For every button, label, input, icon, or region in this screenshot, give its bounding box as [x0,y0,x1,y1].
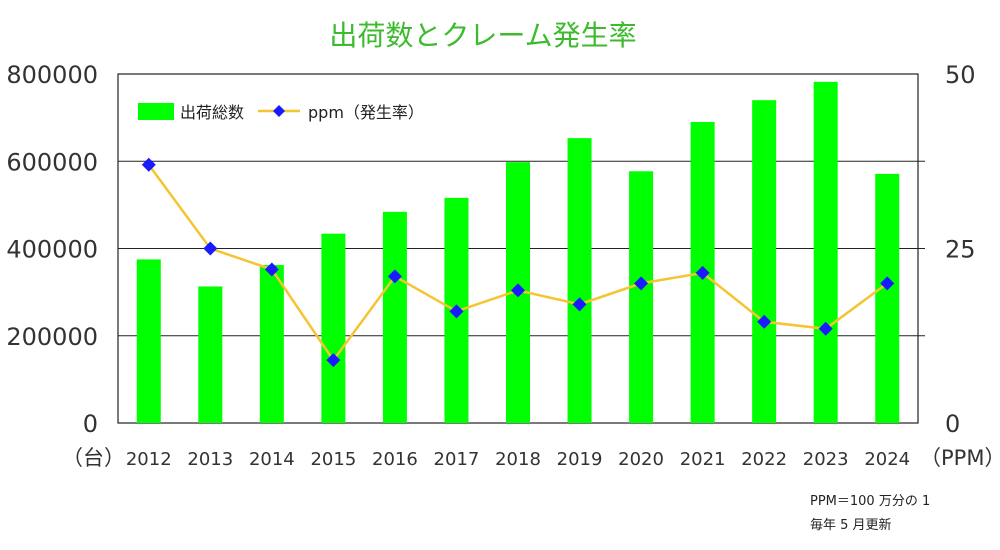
legend-bar-swatch [138,102,174,120]
left-tick-label: 0 [83,410,98,438]
legend: 出荷総数 ppm（発生率） [138,97,438,125]
ppm-point [326,353,341,368]
bar [567,138,592,423]
x-tick-label: 2021 [680,449,726,470]
legend-line-swatch [258,105,301,117]
left-tick-label: 600000 [6,148,98,176]
ppm-point [634,276,649,291]
x-tick-label: 2017 [434,449,480,470]
bar [875,173,900,423]
bar [813,81,838,423]
x-tick-label: 2012 [126,449,172,470]
update-note: 毎年 5 月更新 [810,518,892,533]
ppm-point [387,269,402,284]
bar [321,233,346,423]
left-tick-label: 800000 [6,61,98,89]
x-tick-label: 2020 [618,449,664,470]
legend-label-shipments: 出荷総数 [180,103,245,122]
x-tick-label: 2013 [187,449,233,470]
bar [259,265,284,423]
x-tick-label: 2022 [741,449,787,470]
x-tick-label: 2014 [249,449,295,470]
bar [382,211,407,423]
right-axis-unit: （PPM） [920,446,1000,470]
bar [629,171,654,423]
ppm-point [449,304,464,319]
right-tick-label: 25 [945,236,976,264]
x-tick-label: 2016 [372,449,418,470]
left-tick-label: 200000 [6,323,98,351]
ppm-point [511,283,525,298]
ppm-point [818,321,833,336]
x-tick-label: 2024 [864,449,910,470]
chart-title: 出荷数とクレーム発生率 [329,19,637,52]
ppm-point [141,157,156,172]
x-tick-label: 2023 [803,449,849,470]
ppm-point [203,241,218,256]
ppm-point [757,314,772,329]
x-tick-label: 2015 [310,449,356,470]
ppm-point [695,265,710,280]
ppm-note: PPM＝100 万分の 1 [810,494,931,509]
legend-label-ppm: ppm（発生率） [308,103,424,122]
left-tick-label: 400000 [6,236,98,264]
bar [198,286,223,423]
bar [136,259,161,423]
right-tick-label: 0 [945,410,960,438]
ppm-point [572,297,587,312]
bar [752,100,777,424]
left-axis-unit: （台） [62,446,125,470]
ppm-point [880,276,895,291]
x-tick-label: 2018 [495,449,541,470]
right-tick-label: 50 [945,61,976,89]
ppm-point [264,262,279,277]
x-tick-label: 2019 [557,449,603,470]
